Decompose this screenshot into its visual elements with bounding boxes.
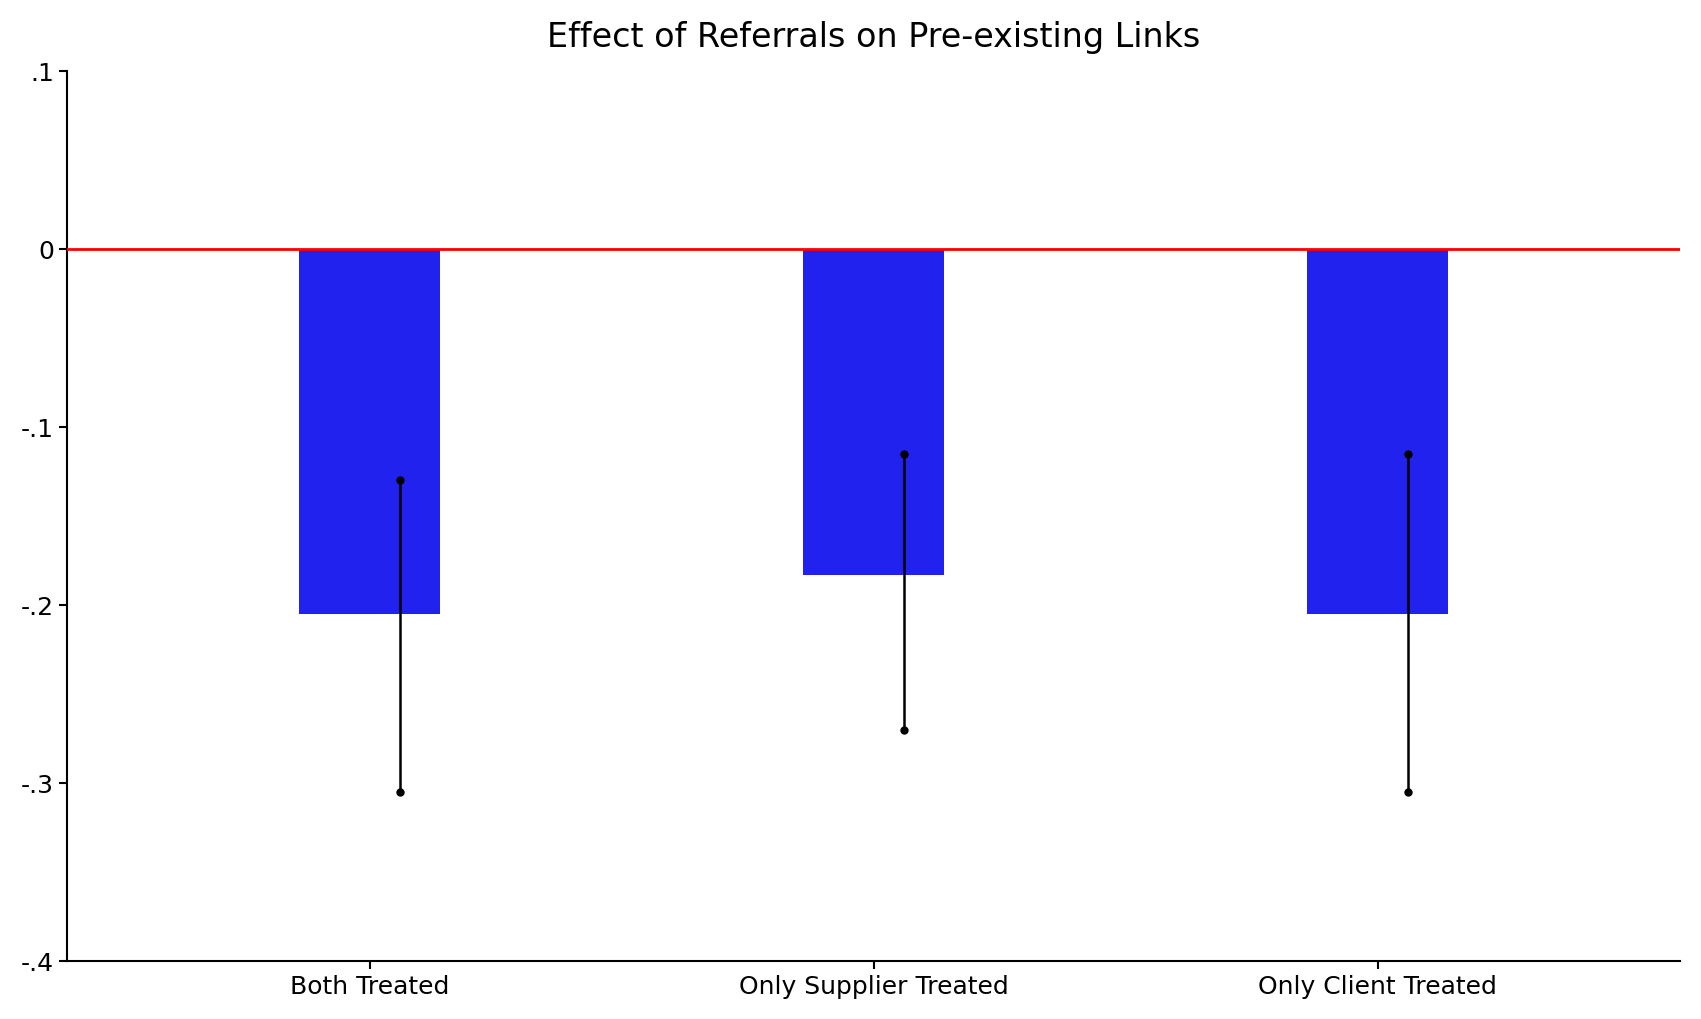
Title: Effect of Referrals on Pre-existing Links: Effect of Referrals on Pre-existing Link… [548, 20, 1201, 54]
Bar [299, 250, 441, 614]
Bar [803, 250, 944, 575]
Bar [1306, 250, 1448, 614]
